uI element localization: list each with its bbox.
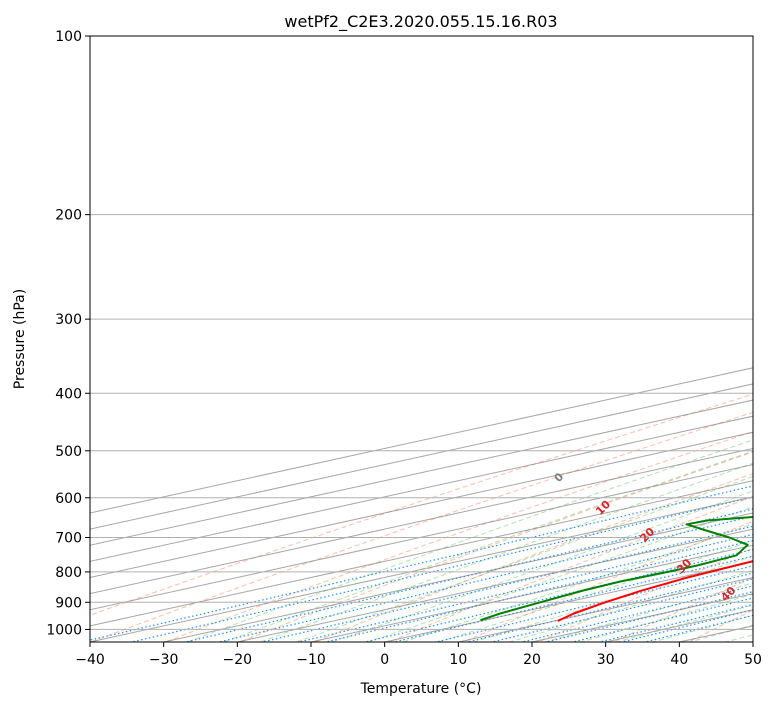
mixing-ratio-line: [362, 548, 753, 642]
x-tick-label: 40: [670, 652, 688, 668]
mixing-ratio-line: [543, 591, 753, 642]
isotherm: [90, 447, 753, 595]
y-tick-label: 400: [55, 386, 82, 402]
x-tick-label: 20: [523, 652, 541, 668]
x-tick-label: −10: [296, 652, 326, 668]
mixing-ratio-line: [90, 485, 753, 641]
y-tick-label: 600: [55, 491, 82, 507]
isotherm: [237, 528, 753, 642]
isotherm: [90, 399, 753, 546]
y-axis-label: Pressure (hPa): [12, 289, 28, 389]
y-tick-label: 700: [55, 531, 82, 547]
isotherm: [90, 480, 753, 627]
mixing-ratio-line: [519, 585, 753, 642]
isotherm: [90, 496, 753, 642]
mixing-ratio-line: [433, 565, 753, 642]
mixing-ratio-line: [129, 496, 753, 642]
chart-title: wetPf2_C2E3.2020.055.15.16.R03: [284, 12, 557, 32]
x-tick-label: 30: [597, 652, 615, 668]
x-tick-label: 10: [449, 652, 467, 668]
y-tick-label: 200: [55, 208, 82, 224]
plot-frame: [89, 35, 754, 643]
x-tick-label: 0: [380, 652, 389, 668]
y-tick-label: 800: [55, 565, 82, 581]
y-tick-label: 900: [55, 595, 82, 611]
y-tick-label: 100: [55, 29, 82, 45]
mixing-ratio-line: [489, 578, 753, 642]
mixing-ratio-line: [216, 515, 753, 642]
isotherm: [90, 415, 753, 562]
isotherm: [90, 431, 753, 578]
isotherm: [163, 512, 753, 642]
x-tick-label: 50: [744, 652, 762, 668]
x-tick-label: −20: [223, 652, 253, 668]
dewpoint-profile: [480, 515, 753, 622]
y-tick-label: 300: [55, 312, 82, 328]
isotherm: [90, 464, 753, 611]
x-axis-label: Temperature (°C): [360, 681, 482, 697]
mixing-ratio-line: [570, 597, 753, 642]
y-tick-label: 1000: [46, 622, 82, 638]
y-tick-label: 500: [55, 444, 82, 460]
x-tick-label: −30: [149, 652, 179, 668]
x-tick-label: −40: [75, 652, 105, 668]
